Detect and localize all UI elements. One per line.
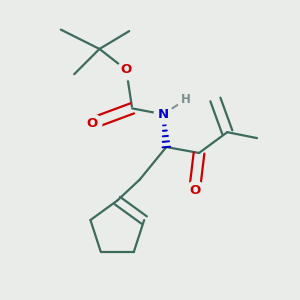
Text: O: O — [121, 63, 132, 76]
Point — [90, 121, 94, 126]
Point — [183, 97, 188, 102]
Point — [161, 112, 166, 117]
Point — [124, 68, 129, 72]
Text: N: N — [158, 108, 169, 121]
Text: H: H — [181, 93, 190, 106]
Text: O: O — [189, 184, 200, 196]
Text: O: O — [86, 117, 98, 130]
Point — [192, 188, 197, 193]
